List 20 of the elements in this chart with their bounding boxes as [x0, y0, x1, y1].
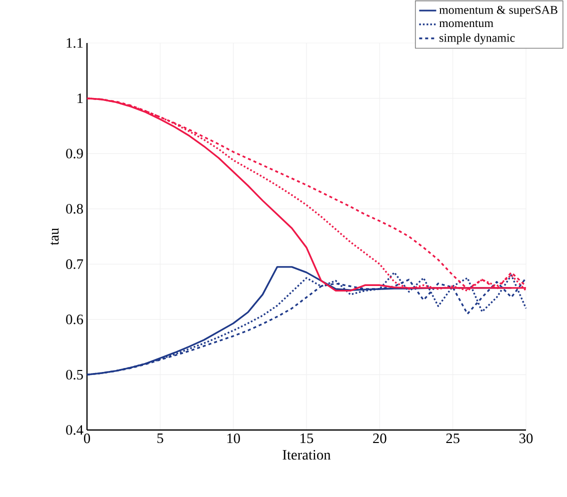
x-tick-label: 20	[373, 434, 386, 444]
x-axis-title: Iteration	[282, 450, 331, 460]
y-tick-label: 0.7	[66, 259, 84, 270]
y-axis-title: tau	[50, 228, 59, 246]
y-tick-label: 0.6	[66, 314, 84, 324]
y-tick-label: 0.5	[66, 370, 83, 380]
y-tick-label: 0.8	[66, 204, 83, 214]
x-tick-label: 15	[300, 434, 314, 444]
y-tick-label: 0.9	[66, 148, 83, 158]
x-tick-label: 30	[520, 434, 533, 444]
legend-label: simple dynamic	[440, 33, 515, 44]
legend-label: momentum	[439, 20, 494, 28]
y-tick-label: 1.1	[66, 38, 83, 48]
y-tick-label: 1	[78, 94, 83, 104]
x-tick-label: 0	[84, 434, 90, 444]
y-tick-label: 0.4	[66, 425, 84, 435]
x-tick-label: 5	[157, 434, 164, 444]
x-tick-label: 10	[227, 434, 240, 444]
x-tick-label: 25	[446, 434, 460, 444]
legend-label: momentum & superSAB	[439, 6, 558, 16]
